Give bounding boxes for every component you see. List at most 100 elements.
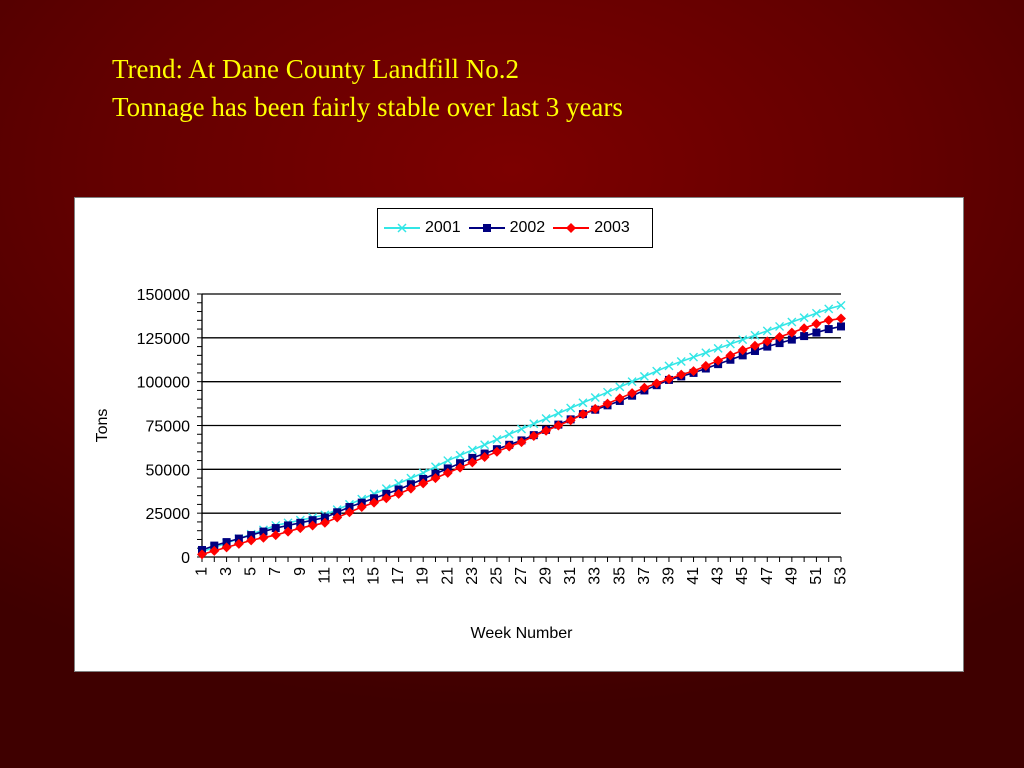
point-2003-week-46 xyxy=(749,340,760,351)
point-2003-week-5 xyxy=(246,535,257,546)
point-2003-week-47 xyxy=(762,336,773,347)
point-2002-week-12 xyxy=(333,508,342,517)
x-tick-label-29: 29 xyxy=(538,567,555,585)
point-2003-week-52 xyxy=(823,315,834,326)
x-tick-label-5: 5 xyxy=(243,567,260,576)
legend-marker-2003 xyxy=(553,223,590,233)
point-2003-week-6 xyxy=(258,532,269,543)
point-2002-week-4 xyxy=(234,534,243,543)
point-2001-week-23 xyxy=(467,445,477,455)
y-tick-label-0: 0 xyxy=(181,550,190,567)
x-tick-label-19: 19 xyxy=(415,567,432,585)
point-2003-week-13 xyxy=(344,507,355,518)
legend-label-2001: 2001 xyxy=(425,219,461,236)
x-tick-label-35: 35 xyxy=(611,567,628,585)
x-tick-label-25: 25 xyxy=(488,567,505,585)
point-2003-week-18 xyxy=(405,483,416,494)
point-2003-week-9 xyxy=(295,523,306,534)
point-2003-week-3 xyxy=(221,542,232,553)
point-2003-week-30 xyxy=(553,420,564,431)
point-2003-week-12 xyxy=(332,512,343,523)
point-2002-week-7 xyxy=(271,524,280,533)
point-2002-week-47 xyxy=(763,342,772,351)
legend-item-2001: 2001 xyxy=(382,219,461,237)
point-2003-week-44 xyxy=(725,350,736,361)
point-2003-week-29 xyxy=(541,425,552,436)
point-2003-week-43 xyxy=(713,355,724,366)
x-tick-label-11: 11 xyxy=(316,567,333,584)
point-2003-week-2 xyxy=(209,545,220,556)
point-2003-week-25 xyxy=(491,446,502,457)
point-2001-week-53 xyxy=(836,300,846,310)
legend-label-2003: 2003 xyxy=(594,219,630,236)
point-2003-week-33 xyxy=(590,403,601,414)
point-2001-week-21 xyxy=(443,456,453,466)
point-2003-week-27 xyxy=(516,437,527,448)
legend-marker-2001 xyxy=(384,223,420,233)
legend-item-2003: 2003 xyxy=(551,219,630,237)
legend-marker-2002 xyxy=(468,224,505,232)
point-2001-week-45 xyxy=(738,335,748,345)
point-2002-week-52 xyxy=(824,325,833,334)
chart-legend: 2001 2002 2003 xyxy=(377,208,653,248)
point-2003-week-35 xyxy=(614,393,625,404)
x-tick-label-37: 37 xyxy=(636,567,653,585)
point-2002-week-53 xyxy=(837,322,845,331)
point-2001-week-22 xyxy=(455,450,465,460)
point-2001-week-52 xyxy=(824,304,834,314)
point-2002-week-3 xyxy=(222,538,231,547)
point-2001-week-33 xyxy=(590,392,600,402)
point-2003-week-36 xyxy=(627,388,638,399)
point-2001-week-32 xyxy=(578,398,588,408)
point-2001-week-39 xyxy=(664,361,674,371)
x-tick-label-21: 21 xyxy=(439,567,456,585)
point-2001-week-35 xyxy=(615,382,625,392)
point-2001-week-30 xyxy=(553,408,563,418)
point-2003-week-41 xyxy=(688,366,699,377)
point-2003-week-10 xyxy=(307,520,318,531)
x-tick-label-31: 31 xyxy=(562,567,579,585)
legend-item-2002: 2002 xyxy=(467,219,545,237)
x-tick-label-23: 23 xyxy=(464,567,481,585)
point-2003-week-21 xyxy=(442,467,453,478)
point-2003-week-26 xyxy=(504,441,515,452)
y-tick-label-150000: 150000 xyxy=(137,287,190,304)
point-2002-week-50 xyxy=(800,332,809,341)
point-2001-week-25 xyxy=(492,435,502,445)
point-2003-week-19 xyxy=(418,478,429,489)
point-2003-week-22 xyxy=(455,462,466,473)
point-2001-week-37 xyxy=(639,371,649,381)
x-tick-label-15: 15 xyxy=(366,567,383,585)
point-2003-week-51 xyxy=(811,318,822,329)
point-2003-week-4 xyxy=(233,538,244,549)
x-axis-title: Week Number xyxy=(471,625,574,642)
x-tick-label-13: 13 xyxy=(341,567,358,585)
point-2003-week-14 xyxy=(356,502,367,513)
point-2003-week-23 xyxy=(467,457,478,468)
point-2003-week-15 xyxy=(369,497,380,508)
y-axis-title: Tons xyxy=(94,409,111,443)
point-2002-week-13 xyxy=(345,503,354,512)
point-2002-week-10 xyxy=(308,516,317,525)
point-2001-week-49 xyxy=(787,317,797,327)
point-2001-week-31 xyxy=(566,403,576,413)
slide-title-line-1: Trend: At Dane County Landfill No.2 xyxy=(112,54,519,84)
x-tick-label-7: 7 xyxy=(267,567,284,576)
x-tick-label-43: 43 xyxy=(710,567,727,585)
x-tick-label-27: 27 xyxy=(513,567,530,585)
slide-title-line-2: Tonnage has been fairly stable over last… xyxy=(112,92,623,122)
y-tick-label-50000: 50000 xyxy=(146,462,191,479)
point-2003-week-7 xyxy=(270,530,281,541)
point-2003-week-20 xyxy=(430,473,441,484)
point-2001-week-41 xyxy=(689,352,699,362)
point-2003-week-53 xyxy=(836,313,846,324)
y-tick-label-25000: 25000 xyxy=(146,506,191,523)
point-2003-week-17 xyxy=(393,488,404,499)
point-2001-week-43 xyxy=(713,343,723,353)
chart-panel: 0 25000 50000 75000 100000 125000 150000 1 3 5 7 9 1… xyxy=(74,197,964,672)
point-2001-week-24 xyxy=(480,440,490,450)
point-2002-week-51 xyxy=(812,328,821,337)
x-tick-label-45: 45 xyxy=(734,567,751,585)
point-2002-week-11 xyxy=(320,513,329,522)
